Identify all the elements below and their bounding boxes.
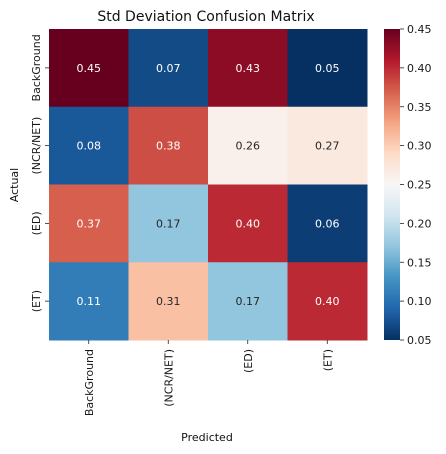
y-tick-label: BackGround xyxy=(30,34,43,101)
heatmap-cell xyxy=(208,262,288,341)
colorbar-tick-label: 0.20 xyxy=(407,217,432,230)
heatmap-cell-label: 0.05 xyxy=(315,62,340,75)
colorbar-tick-label: 0.45 xyxy=(407,23,432,36)
x-tick-label: (NCR/NET) xyxy=(162,349,175,407)
y-axis-ticks: BackGround (NCR/NET) (ED) (ET) xyxy=(30,34,49,312)
heatmap-cell-label: 0.45 xyxy=(77,62,102,75)
y-tick-label: (ED) xyxy=(30,211,43,235)
heatmap-cell-labels: 0.45 0.07 0.43 0.05 0.08 0.38 0.26 0.27 0.37 0.17… xyxy=(77,62,340,308)
heatmap-cell-label: 0.17 xyxy=(156,217,181,230)
heatmap-cell xyxy=(128,29,209,108)
colorbar-tick-label: 0.35 xyxy=(407,101,432,114)
heatmap-cell-label: 0.40 xyxy=(236,217,261,230)
colorbar-tick-label: 0.10 xyxy=(407,295,432,308)
colorbar-tick-label: 0.25 xyxy=(407,179,432,192)
colorbar-tick-label: 0.30 xyxy=(407,140,432,153)
x-axis-ticks: BackGround (NCR/NET) (ED) (ET) xyxy=(83,340,334,416)
heatmap-cell-label: 0.40 xyxy=(315,295,340,308)
heatmap-cell xyxy=(287,184,368,263)
heatmap-cell xyxy=(49,262,129,341)
y-tick-label: (NCR/NET) xyxy=(30,117,43,175)
heatmap-cell-label: 0.06 xyxy=(315,217,340,230)
colorbar-tick-label: 0.15 xyxy=(407,256,432,269)
chart-title: Std Deviation Confusion Matrix xyxy=(97,9,314,25)
heatmap-cell-label: 0.37 xyxy=(77,217,102,230)
y-tick-label: (ET) xyxy=(30,290,43,312)
heatmap-cell-label: 0.27 xyxy=(315,140,340,153)
heatmap-cell xyxy=(208,106,288,185)
heatmap-cell-label: 0.26 xyxy=(236,140,261,153)
heatmap-cell xyxy=(128,184,209,263)
heatmap-cell xyxy=(49,29,129,108)
heatmap-cell xyxy=(49,106,129,185)
heatmap-cell-label: 0.07 xyxy=(156,62,181,75)
heatmap-cell-label: 0.11 xyxy=(77,295,102,308)
x-axis-label: Predicted xyxy=(181,431,233,444)
colorbar-tick-label: 0.05 xyxy=(407,334,432,347)
heatmap-cell-label: 0.31 xyxy=(156,295,181,308)
heatmap-cell xyxy=(128,262,209,341)
heatmap-cell xyxy=(208,29,288,108)
x-tick-label: (ET) xyxy=(321,349,334,371)
heatmap-cell xyxy=(49,184,129,263)
heatmap-cell-label: 0.43 xyxy=(236,62,261,75)
colorbar-tick-label: 0.40 xyxy=(407,62,432,75)
heatmap-cell-label: 0.38 xyxy=(156,140,181,153)
x-tick-label: BackGround xyxy=(83,349,96,416)
heatmap-cell xyxy=(287,262,368,341)
colorbar-ticks: 0.05 0.10 0.15 0.20 0.25 0.30 0.35 0.40 0.45 xyxy=(400,23,432,347)
heatmap-cell xyxy=(208,184,288,263)
heatmap-cells xyxy=(49,29,368,341)
heatmap-cell xyxy=(128,106,209,185)
x-tick-label: (ED) xyxy=(242,349,255,373)
heatmap-cell xyxy=(287,29,368,108)
colorbar xyxy=(384,29,400,340)
heatmap-cell xyxy=(287,106,368,185)
y-axis-label: Actual xyxy=(8,168,21,202)
heatmap-cell-label: 0.17 xyxy=(236,295,261,308)
heatmap-cell-label: 0.08 xyxy=(77,140,102,153)
